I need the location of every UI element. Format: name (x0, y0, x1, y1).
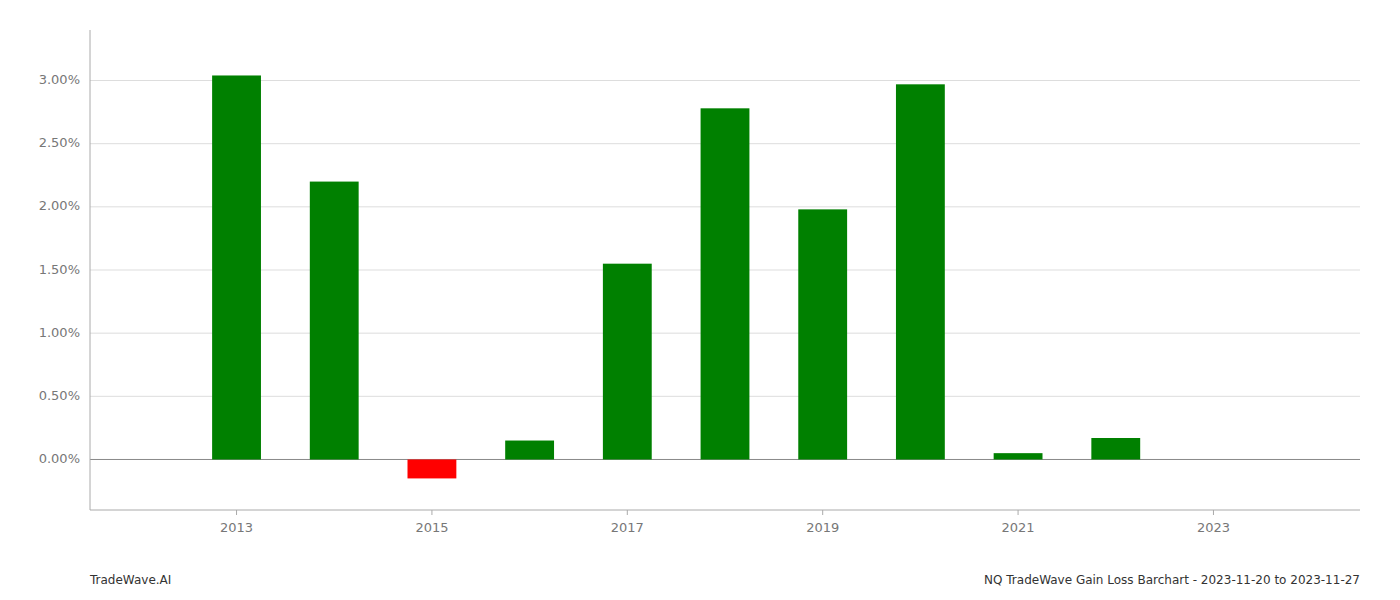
x-tick-label: 2013 (220, 520, 253, 535)
x-tick (236, 510, 237, 515)
footer-right: NQ TradeWave Gain Loss Barchart - 2023-1… (984, 573, 1360, 587)
bar (408, 459, 457, 478)
grid (90, 81, 1360, 460)
bar (1091, 438, 1140, 459)
background (0, 0, 1400, 600)
x-tick (1018, 510, 1019, 515)
x-axis-line (90, 510, 1360, 511)
x-tick (431, 510, 432, 515)
bar (896, 84, 945, 459)
y-tick-label: 3.00% (39, 72, 80, 87)
x-tick-label: 2019 (806, 520, 839, 535)
y-tick-label: 2.00% (39, 198, 80, 213)
bar (310, 182, 359, 460)
y-tick-label: 0.00% (39, 451, 80, 466)
bar (212, 75, 261, 459)
y-axis-line (90, 30, 91, 510)
bars (212, 75, 1140, 478)
y-tick-label: 0.50% (39, 388, 80, 403)
footer: TradeWave.AI NQ TradeWave Gain Loss Barch… (89, 573, 1360, 587)
x-ticks: 2013 2015 2017 2019 2021 2023 (220, 510, 1230, 535)
x-tick (822, 510, 823, 515)
x-tick-label: 2021 (1002, 520, 1035, 535)
x-tick (627, 510, 628, 515)
x-tick (1213, 510, 1214, 515)
bar (701, 108, 750, 459)
chart-container: 0.00%0.50%1.00%1.50%2.00%2.50%3.00%20132… (0, 0, 1400, 600)
x-tick-label: 2023 (1197, 520, 1230, 535)
y-tick-label: 1.50% (39, 262, 80, 277)
grid-line (90, 80, 1360, 81)
y-tick-label: 2.50% (39, 135, 80, 150)
y-tick-label: 1.00% (39, 325, 80, 340)
x-tick-label: 2015 (415, 520, 448, 535)
footer-left: TradeWave.AI (89, 573, 171, 587)
y-tick-labels: 0.00% 0.50% 1.00% 1.50% 2.00% 2.50% 3.00% (39, 72, 80, 466)
bar (505, 441, 554, 460)
bar (603, 264, 652, 460)
x-tick-label: 2017 (611, 520, 644, 535)
bar (994, 453, 1043, 459)
chart-svg: 0.00%0.50%1.00%1.50%2.00%2.50%3.00%20132… (0, 0, 1400, 600)
bar (798, 209, 847, 459)
